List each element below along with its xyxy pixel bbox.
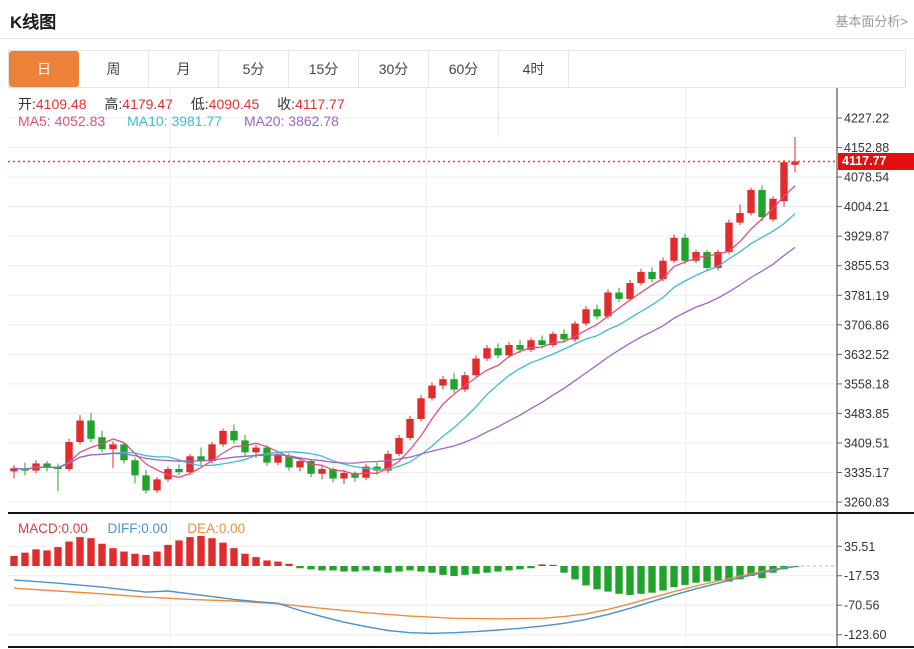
tab-day[interactable]: 日 <box>9 51 79 87</box>
svg-text:4078.54: 4078.54 <box>844 171 889 185</box>
svg-text:-70.56: -70.56 <box>844 599 879 613</box>
ma-row: MA5: 4052.83 MA10: 3981.77 MA20: 3862.78 <box>18 113 357 129</box>
dea-value: 0.00 <box>218 521 246 536</box>
open-value: 4109.48 <box>35 96 87 112</box>
tab-4hour[interactable]: 4时 <box>499 51 569 87</box>
svg-text:3929.87: 3929.87 <box>844 230 889 244</box>
ma20-label: MA20: <box>243 113 285 129</box>
ma5-value: 4052.83 <box>54 113 106 129</box>
svg-text:3409.51: 3409.51 <box>844 436 889 450</box>
tab-week[interactable]: 周 <box>79 51 149 87</box>
svg-text:4152.88: 4152.88 <box>844 141 889 155</box>
timeframe-tabbar: 日 周 月 5分 15分 30分 60分 4时 <box>8 50 906 88</box>
low-label: 低: <box>190 96 209 112</box>
svg-text:35.51: 35.51 <box>844 540 875 554</box>
candles-layer <box>10 136 799 494</box>
svg-text:3335.17: 3335.17 <box>844 466 889 480</box>
axis-labels-layer: 4227.22 4152.88 4078.54 4004.21 3929.87 3855.… <box>837 112 889 642</box>
diff-value: 0.00 <box>141 521 168 536</box>
macd-label: MACD: <box>18 521 62 536</box>
svg-text:3260.83: 3260.83 <box>844 496 889 510</box>
ma-lines-layer <box>13 185 796 478</box>
svg-text:-123.60: -123.60 <box>844 628 886 642</box>
macd-value: 0.00 <box>61 521 88 536</box>
tab-15min[interactable]: 15分 <box>289 51 359 87</box>
tab-30min[interactable]: 30分 <box>359 51 429 87</box>
tab-5min[interactable]: 5分 <box>219 51 289 87</box>
svg-text:3855.53: 3855.53 <box>844 259 889 273</box>
ma20-value: 3862.78 <box>288 113 339 129</box>
fundamental-analysis-link[interactable]: 基本面分析> <box>835 14 908 29</box>
svg-text:4004.21: 4004.21 <box>844 200 889 214</box>
svg-text:3632.52: 3632.52 <box>844 348 889 362</box>
open-label: 开: <box>18 96 36 112</box>
svg-text:3781.19: 3781.19 <box>844 289 889 303</box>
high-label: 高: <box>104 96 123 112</box>
low-value: 4090.45 <box>208 96 260 112</box>
ma5-label: MA5: <box>18 113 51 129</box>
svg-text:3558.18: 3558.18 <box>844 377 889 391</box>
svg-text:4227.22: 4227.22 <box>844 112 889 126</box>
svg-text:-17.53: -17.53 <box>844 569 879 583</box>
tab-60min[interactable]: 60分 <box>429 51 499 87</box>
ohlc-row: 开:4109.48 高:4179.47 低:4090.45 收:4117.77 <box>18 94 359 114</box>
current-price-badge: 4117.77 <box>838 153 914 170</box>
macd-lines-layer <box>13 565 796 635</box>
svg-text:3706.86: 3706.86 <box>844 318 889 332</box>
high-value: 4179.47 <box>122 96 173 112</box>
macd-legend-row: MACD:0.00 DIFF:0.00 DEA:0.00 <box>18 521 261 536</box>
dea-label: DEA: <box>187 521 219 536</box>
info-divider <box>498 90 499 137</box>
axes-layer <box>8 88 914 648</box>
header-divider <box>0 38 914 39</box>
diff-label: DIFF: <box>107 521 142 536</box>
ma10-label: MA10: <box>127 113 168 129</box>
grid-layer <box>8 88 837 647</box>
ma10-value: 3981.77 <box>171 113 223 129</box>
page-title: K线图 <box>10 13 57 32</box>
tab-month[interactable]: 月 <box>149 51 219 87</box>
macd-histogram-layer <box>10 535 837 595</box>
close-value: 4117.77 <box>295 96 345 112</box>
svg-text:3483.85: 3483.85 <box>844 407 889 421</box>
tabbar-filler <box>569 51 905 87</box>
close-label: 收: <box>277 96 296 112</box>
